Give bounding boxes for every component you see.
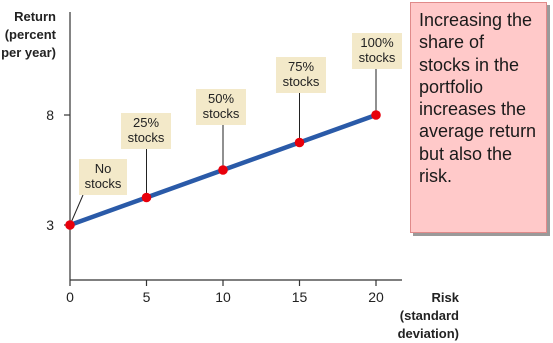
- point-label: stocks: [359, 50, 396, 65]
- callout-text: Increasing the share of stocks in the po…: [419, 10, 537, 187]
- point-label: stocks: [85, 176, 122, 191]
- point-label: stocks: [283, 74, 320, 89]
- x-tick-label: 10: [215, 289, 231, 305]
- data-point: [218, 165, 228, 175]
- point-label: stocks: [203, 106, 240, 121]
- x-tick-label: 20: [368, 289, 384, 305]
- point-label: 100%: [360, 35, 394, 50]
- point-label-box: [352, 33, 402, 69]
- point-label-box: [276, 57, 326, 93]
- callout-note: Increasing the share of stocks in the po…: [410, 2, 547, 233]
- x-tick-label: 0: [66, 289, 74, 305]
- data-point: [294, 137, 305, 148]
- y-axis-title: (percent: [5, 27, 57, 42]
- point-label: 25%: [133, 115, 159, 130]
- data-point: [371, 110, 381, 120]
- point-label: stocks: [128, 130, 165, 145]
- x-tick-label: 5: [143, 289, 151, 305]
- data-point: [141, 192, 152, 203]
- y-tick-label: 3: [46, 217, 54, 233]
- x-axis-title: deviation): [398, 326, 459, 341]
- point-label-box: [196, 89, 246, 125]
- y-tick-label: 8: [46, 107, 54, 123]
- point-label: No: [95, 161, 112, 176]
- point-label-box: [79, 159, 127, 195]
- y-axis-title: Return: [14, 9, 56, 24]
- x-tick-label: 15: [292, 289, 308, 305]
- point-label: 50%: [208, 91, 234, 106]
- x-axis-title: (standard: [400, 308, 459, 323]
- x-axis-title: Risk: [432, 290, 460, 305]
- point-leader-line: [69, 194, 84, 226]
- data-point: [65, 220, 75, 230]
- point-label: 75%: [288, 59, 314, 74]
- y-axis-title: per year): [1, 45, 56, 60]
- point-label-box: [121, 113, 171, 149]
